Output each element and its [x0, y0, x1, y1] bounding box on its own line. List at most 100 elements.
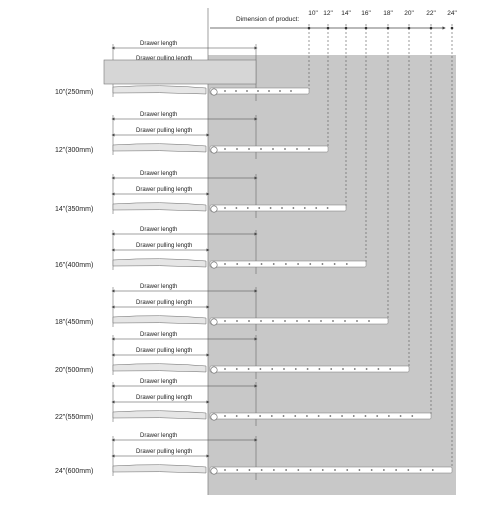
mounting-hole: [236, 148, 238, 150]
mounting-hole: [334, 469, 336, 471]
slide-rail: [209, 466, 453, 474]
row-size-label: 18"(450mm): [55, 319, 93, 326]
mounting-hole: [272, 148, 274, 150]
drawer-length-label: Drawer length: [140, 171, 177, 177]
guide-dot: [450, 26, 454, 30]
mounting-hole: [271, 368, 274, 370]
mounting-hole: [272, 469, 275, 471]
mounting-hole: [368, 320, 370, 322]
drawer-pulling-length-label: Drawer pulling length: [136, 56, 192, 62]
size-row: 10"(250mm) Drawer length Drawer pulling le…: [55, 41, 310, 101]
drawer-outer-member: [112, 258, 207, 268]
mounting-hole: [346, 469, 349, 471]
mounting-hole: [411, 415, 414, 417]
mounting-hole: [235, 90, 237, 92]
drawer-outer-member: [112, 202, 207, 212]
row-size-label: 14"(350mm): [55, 206, 93, 213]
mounting-hole: [395, 469, 398, 471]
drawer-length-label: Drawer length: [140, 41, 177, 47]
mounting-hole: [356, 320, 358, 322]
drawer-outer-member: [112, 315, 207, 325]
mounting-hole: [260, 148, 262, 150]
mounting-hole: [365, 368, 368, 370]
mounting-hole: [320, 320, 322, 322]
drawer-pulling-length-label: Drawer pulling length: [136, 300, 192, 306]
mounting-hole: [308, 148, 310, 150]
mounting-hole: [247, 368, 250, 370]
mounting-hole: [285, 469, 288, 471]
mounting-hole: [260, 320, 262, 322]
rail-roller: [210, 413, 218, 421]
guide-dot: [407, 26, 411, 30]
mounting-hole: [224, 148, 226, 150]
mounting-hole: [333, 263, 336, 265]
drawer-outer-member: [112, 410, 207, 420]
mounting-hole: [258, 207, 261, 209]
size-row: 22"(550mm) Drawer length Drawer pulling le…: [55, 379, 432, 426]
drawer-length-label: Drawer length: [140, 284, 177, 290]
mounting-hole: [297, 263, 299, 265]
guide-dot: [429, 26, 433, 30]
row-size-label: 20"(500mm): [55, 367, 93, 374]
mounting-hole: [358, 469, 361, 471]
drawer-pulling-length-label: Drawer pulling length: [136, 128, 192, 134]
mounting-hole: [344, 320, 346, 322]
mounting-hole: [353, 368, 356, 370]
mounting-hole: [259, 415, 262, 417]
mounting-hole: [294, 415, 297, 417]
mounting-hole: [290, 90, 292, 92]
mounting-hole: [236, 320, 238, 322]
mounting-hole: [224, 368, 226, 370]
size-label: 14": [341, 10, 351, 17]
mounting-hole: [342, 368, 344, 370]
mounting-hole: [309, 469, 312, 471]
size-label: 24": [447, 10, 457, 17]
mounting-hole: [309, 263, 312, 265]
mounting-hole: [318, 368, 321, 370]
mounting-hole: [247, 415, 250, 417]
mounting-hole: [329, 415, 332, 417]
guide-dot: [344, 26, 348, 30]
slide-rail: [209, 87, 310, 95]
size-label: 22": [426, 10, 436, 17]
dimension-label: Dimension of product:: [236, 16, 299, 23]
mounting-hole: [352, 415, 355, 417]
mounting-hole: [260, 469, 263, 471]
mounting-hole: [303, 207, 306, 209]
slide-rail: [209, 145, 329, 153]
size-label: 12": [323, 10, 333, 17]
slide-rail: [209, 412, 432, 420]
size-row: 16"(400mm) Drawer length Drawer pulling le…: [55, 227, 367, 274]
mounting-hole: [268, 90, 270, 92]
drawer-length-label: Drawer length: [140, 227, 177, 233]
drawer-pulling-length-label: Drawer pulling length: [136, 449, 192, 455]
slide-rail: [209, 365, 410, 373]
drawer-pulling-length-label: Drawer pulling length: [136, 187, 192, 193]
mounting-hole: [399, 415, 402, 417]
mounting-hole: [246, 207, 249, 209]
drawer-outer-member: [112, 464, 207, 474]
mounting-hole: [248, 148, 250, 150]
rail-roller: [210, 261, 218, 269]
mounting-hole: [224, 263, 226, 265]
mounting-hole: [296, 320, 298, 322]
mounting-hole: [224, 90, 226, 92]
drawer-box: [103, 59, 257, 85]
mounting-hole: [248, 263, 251, 265]
drawer-length-label: Drawer length: [140, 379, 177, 385]
mounting-hole: [272, 263, 275, 265]
rail-roller: [210, 146, 218, 154]
mounting-hole: [341, 415, 343, 417]
row-size-label: 22"(550mm): [55, 414, 93, 421]
mounting-hole: [376, 415, 379, 417]
rail-roller: [210, 88, 218, 96]
mounting-hole: [382, 469, 385, 471]
drawer-pulling-length-label: Drawer pulling length: [136, 243, 192, 249]
slide-rail: [209, 317, 389, 325]
guide-dot: [364, 26, 368, 30]
size-row: 20"(500mm) Drawer length Drawer pulling le…: [55, 332, 410, 379]
drawer-length-label: Drawer length: [140, 433, 177, 439]
size-row: 18"(450mm) Drawer length Drawer pulling le…: [55, 284, 389, 331]
mounting-hole: [317, 415, 320, 417]
mounting-hole: [296, 148, 298, 150]
